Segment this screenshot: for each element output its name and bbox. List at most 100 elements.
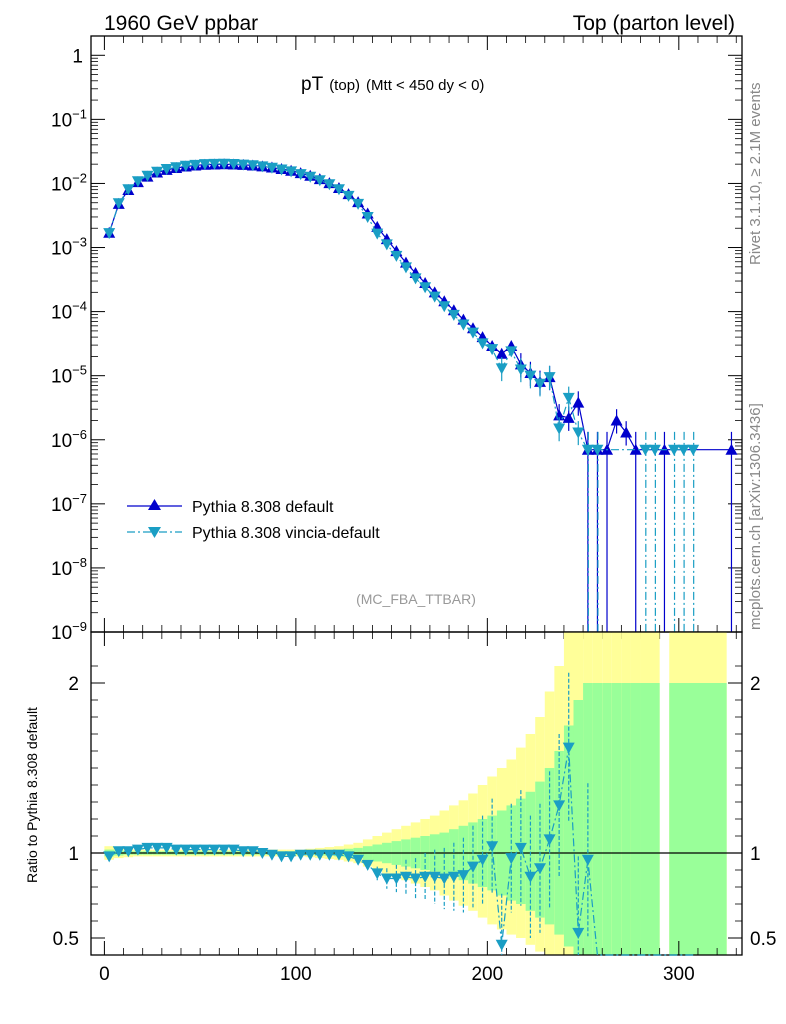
main-panel: 1 10−1 10−2 10−3 10−4 10−5 10−6 10−7 10−8 10−9 [51, 35, 743, 646]
band-inner-bin [602, 683, 612, 955]
marker-1 [419, 282, 432, 294]
ratio-marker-vincia [399, 871, 412, 883]
x-tick-label: 300 [663, 964, 695, 985]
marker-1 [553, 423, 566, 435]
ratio-marker-vincia [390, 873, 403, 885]
ratio-marker-vincia [352, 854, 365, 866]
ratio-marker-vincia [265, 849, 278, 861]
marker-1 [591, 444, 604, 456]
marker-0 [629, 443, 642, 455]
ratio-ylabel: Ratio to Pythia 8.308 default [24, 707, 40, 883]
ratio-marker-vincia [495, 939, 508, 951]
marker-1 [265, 162, 278, 174]
x-tick-label: 0 [99, 964, 110, 985]
marker-1 [122, 184, 135, 196]
title-sub1: (top) [329, 77, 360, 94]
band-inner-bin [669, 683, 727, 955]
marker-1 [543, 372, 556, 384]
ratio-marker-vincia [160, 842, 173, 854]
marker-1 [342, 190, 355, 202]
legend: Pythia 8.308 default Pythia 8.308 vincia… [127, 499, 380, 542]
ratio-marker-vincia [103, 851, 116, 863]
marker-1 [179, 160, 192, 172]
marker-1 [332, 184, 345, 196]
series-line-1 [108, 163, 694, 451]
ratio-marker-vincia [457, 870, 470, 882]
legend-marker-vincia [148, 527, 161, 538]
marker-1 [524, 370, 537, 382]
ratio-marker-vincia [237, 846, 250, 858]
marker-1 [687, 444, 700, 456]
marker-1 [189, 159, 202, 171]
marker-1 [476, 338, 489, 350]
ratio-marker-vincia [419, 871, 432, 883]
ratio-marker-vincia [285, 851, 298, 863]
y-tick-label: 10−4 [51, 299, 87, 324]
ratio-marker-vincia [294, 849, 307, 861]
marker-1 [112, 198, 125, 210]
marker-1 [103, 228, 116, 240]
marker-1 [275, 164, 288, 176]
marker-1 [170, 162, 183, 174]
marker-1 [151, 166, 164, 178]
legend-label-vincia: Pythia 8.308 vincia-default [192, 525, 380, 542]
band-inner-bin [563, 725, 574, 947]
ratio-tick-label: 2 [68, 674, 79, 695]
ratio-marker-vincia [189, 844, 202, 856]
ratio-marker-vincia [151, 842, 164, 854]
ratio-marker-vincia [342, 851, 355, 863]
ratio-marker-vincia [533, 863, 546, 875]
marker-1 [399, 262, 412, 274]
marker-1 [218, 158, 231, 170]
ratio-marker-vincia [553, 800, 566, 812]
marker-1 [514, 364, 527, 376]
marker-1 [237, 159, 250, 171]
marker-1 [227, 159, 240, 171]
band-inner-bin [630, 683, 641, 955]
band-inner-bin [640, 683, 660, 955]
marker-1 [639, 444, 652, 456]
ratio-tick-label-right: 2 [750, 674, 761, 695]
y-tick-label: 10−5 [51, 363, 87, 388]
y-tick-label: 10−9 [51, 619, 87, 644]
marker-1 [572, 427, 585, 439]
band-inner-bin [621, 683, 631, 955]
marker-1 [677, 444, 690, 456]
x-tick-label: 100 [280, 964, 312, 985]
marker-1 [160, 164, 173, 176]
marker-1 [390, 250, 403, 262]
y-tick-label: 10−6 [51, 427, 87, 452]
legend-marker-default [148, 499, 161, 510]
ratio-marker-vincia [332, 849, 345, 861]
ratio-marker-vincia [198, 844, 211, 856]
marker-0 [572, 396, 585, 408]
marker-0 [610, 414, 623, 426]
ratio-marker-vincia [409, 873, 422, 885]
marker-1 [447, 309, 460, 321]
ratio-marker-vincia [323, 849, 336, 861]
marker-1 [198, 159, 211, 171]
marker-1 [438, 301, 451, 313]
header-left: 1960 GeV ppbar [104, 12, 258, 35]
ratio-marker-vincia [122, 846, 135, 858]
ratio-marker-vincia [275, 851, 288, 863]
marker-0 [495, 347, 508, 359]
legend-label-default: Pythia 8.308 default [192, 499, 334, 516]
y-tick-label: 10−7 [51, 491, 87, 516]
title-main: pT [301, 74, 324, 95]
ratio-frame [90, 631, 743, 956]
ratio-marker-vincia [562, 742, 575, 754]
y-tick-label: 10−1 [51, 106, 87, 131]
band-inner-bin [592, 683, 603, 955]
marker-1 [131, 176, 144, 188]
marker-1 [304, 171, 317, 183]
marker-1 [428, 291, 441, 303]
chart-title: pT (top) (Mtt < 450 dy < 0) [301, 74, 484, 95]
marker-1 [371, 228, 384, 240]
band-inner-bin [525, 791, 536, 911]
marker-1 [495, 363, 508, 375]
marker-1 [285, 166, 298, 178]
y-tick-label: 10−2 [51, 170, 87, 195]
y-tick-label: 10−3 [51, 235, 87, 260]
